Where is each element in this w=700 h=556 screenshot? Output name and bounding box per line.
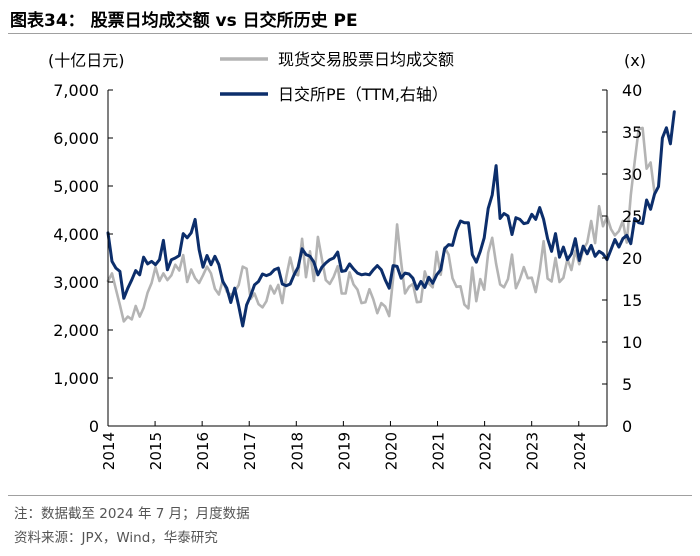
left-tick-label: 7,000 — [53, 81, 99, 100]
right-axis-unit: (x) — [624, 51, 646, 70]
left-axis-unit: (十亿日元) — [48, 51, 125, 70]
x-tick-label: 2020 — [382, 432, 400, 470]
x-tick-label: 2018 — [288, 432, 306, 470]
right-tick-label: 30 — [622, 165, 642, 184]
x-tick-label: 2014 — [100, 432, 118, 470]
pe-line — [106, 110, 676, 328]
right-tick-label: 25 — [622, 207, 642, 226]
source-note: 资料来源：JPX，Wind，华泰研究 — [14, 530, 218, 546]
x-tick-label: 2022 — [477, 432, 495, 470]
footer-divider — [8, 495, 692, 496]
right-tick-label: 0 — [622, 417, 632, 436]
right-tick-label: 10 — [622, 333, 642, 352]
chart: 0 1,000 2,000 3,000 4,000 5,000 6,000 7,000 0 5 10… — [48, 50, 676, 470]
figure-title: 图表34： 股票日均成交额 vs 日交所历史 PE — [10, 11, 358, 31]
x-tick-label: 2023 — [524, 432, 542, 470]
legend-label-turnover: 现货交易股票日均成交额 — [278, 50, 454, 69]
right-tick-label: 40 — [622, 81, 642, 100]
left-tick-label: 2,000 — [53, 321, 99, 340]
left-tick-label: 0 — [89, 417, 99, 436]
left-tick-label: 3,000 — [53, 273, 99, 292]
right-tick-label: 20 — [622, 249, 642, 268]
x-tick-label: 2017 — [241, 432, 259, 470]
left-tick-label: 1,000 — [53, 369, 99, 388]
title-divider — [8, 33, 692, 34]
x-tick-label: 2024 — [571, 432, 589, 470]
footnote: 注：数据截至 2024 年 7 月；月度数据 — [14, 506, 250, 522]
right-tick-label: 15 — [622, 291, 642, 310]
x-tick-label: 2015 — [147, 432, 165, 470]
x-tick-label: 2019 — [335, 432, 353, 470]
left-tick-label: 4,000 — [53, 225, 99, 244]
right-tick-label: 5 — [622, 375, 632, 394]
x-tick-label: 2016 — [194, 432, 212, 470]
left-tick-label: 6,000 — [53, 129, 99, 148]
turnover-line — [106, 126, 656, 323]
x-tick-label: 2021 — [430, 432, 448, 470]
legend-label-pe: 日交所PE（TTM,右轴） — [278, 85, 448, 104]
left-tick-label: 5,000 — [53, 177, 99, 196]
right-tick-label: 35 — [622, 123, 642, 142]
